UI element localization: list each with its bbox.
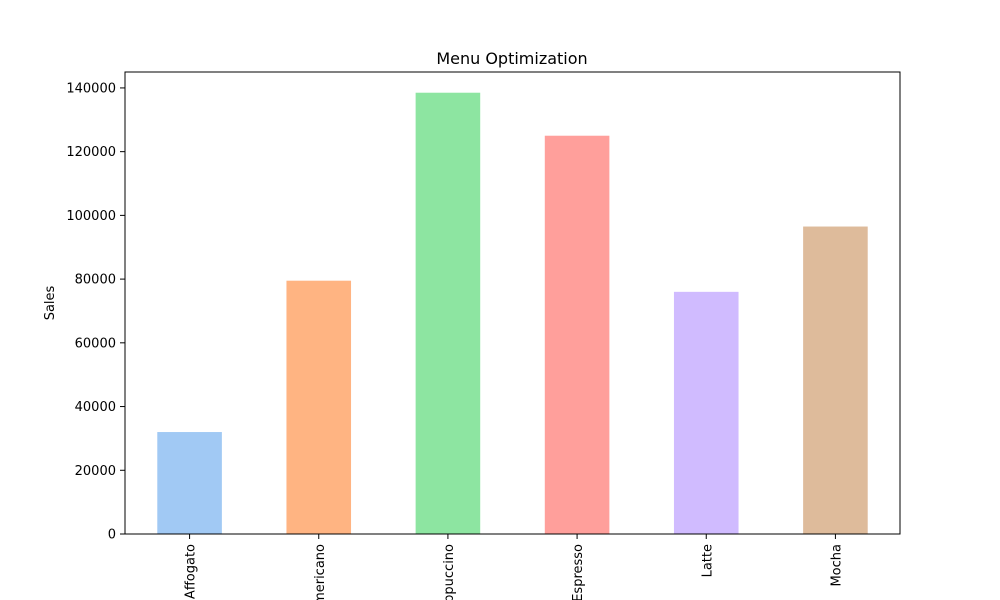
x-tick-label-mocha: Mocha (829, 544, 844, 587)
bar-cappuccino (415, 92, 481, 535)
y-tick-label: 140000 (66, 81, 116, 96)
plot-frame (124, 71, 901, 535)
x-tick-label-americano: Americano (313, 544, 328, 600)
y-tick-label: 100000 (66, 209, 116, 224)
bar-espresso (544, 135, 610, 535)
chart-title: Menu Optimization (436, 49, 587, 68)
y-axis-label: Sales (43, 285, 58, 320)
y-tick-label: 60000 (75, 336, 116, 351)
bars-group (157, 92, 868, 535)
y-tick-label: 0 (108, 528, 116, 543)
bar-affogato (157, 432, 222, 534)
y-tick-label: 80000 (75, 273, 116, 288)
y-tick-label: 20000 (75, 464, 116, 479)
x-tick-label-cappuccino: Cappuccino (442, 544, 457, 600)
y-tick-label: 120000 (66, 145, 116, 160)
y-tick-label: 40000 (75, 400, 116, 415)
bar-latte (673, 291, 739, 534)
x-axis: Affogato Americano Cappuccino Espresso Latte… (184, 534, 844, 600)
y-axis: 0 20000 40000 60000 80000 100000 120000 140000 (66, 81, 125, 543)
bar-americano (286, 280, 352, 534)
x-tick-label-affogato: Affogato (184, 544, 199, 599)
x-tick-label-espresso: Espresso (571, 544, 586, 600)
bar-mocha (803, 226, 868, 534)
x-tick-label-latte: Latte (700, 544, 715, 577)
